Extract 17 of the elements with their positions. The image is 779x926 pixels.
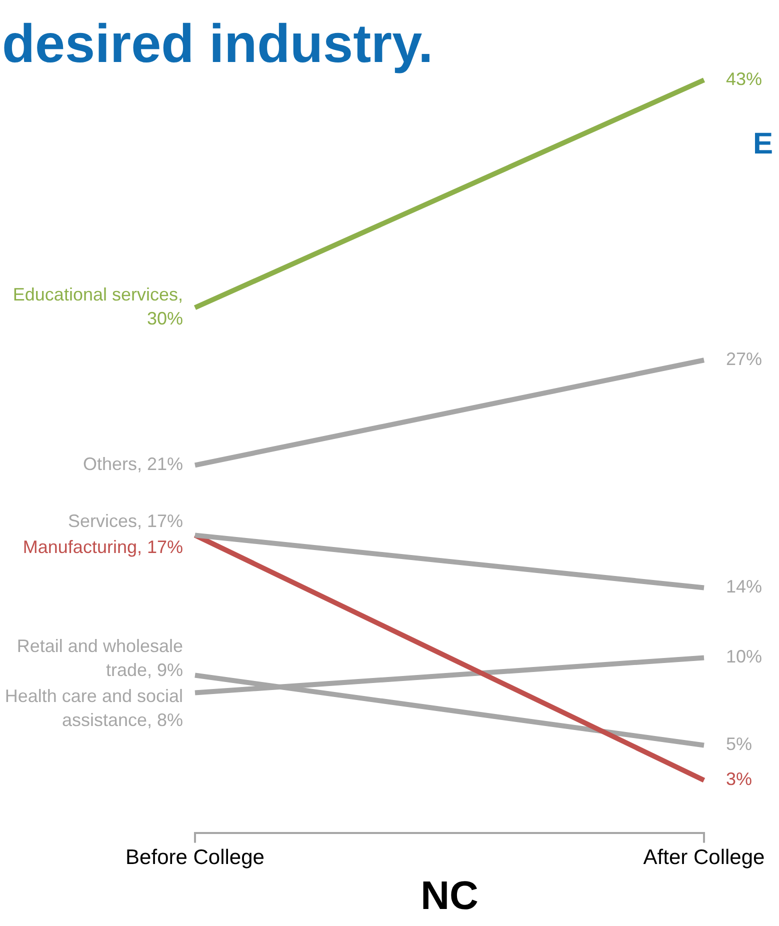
data-label: 10%: [726, 646, 762, 667]
data-label: 43%: [726, 68, 762, 89]
data-label: 14%: [726, 576, 762, 597]
data-label: 27%: [726, 349, 762, 370]
data-label: Manufacturing, 17%: [22, 537, 183, 558]
chart-title: desired industry.: [2, 14, 434, 74]
x-tick-label: After College: [643, 846, 765, 870]
x-tick-label: Before College: [126, 846, 264, 870]
data-label: 5%: [726, 734, 752, 754]
data-label: Retail and wholesale trade, 9%: [16, 636, 183, 680]
data-label: 3%: [726, 769, 752, 790]
data-label: Health care and social assistance, 8%: [4, 686, 183, 730]
data-label: Services, 17%: [68, 511, 183, 532]
annotation: E: [752, 127, 773, 160]
data-label: Others, 21%: [82, 454, 183, 474]
x-axis-title: NC: [420, 874, 478, 918]
data-label: Educational services, 30%: [12, 284, 183, 329]
